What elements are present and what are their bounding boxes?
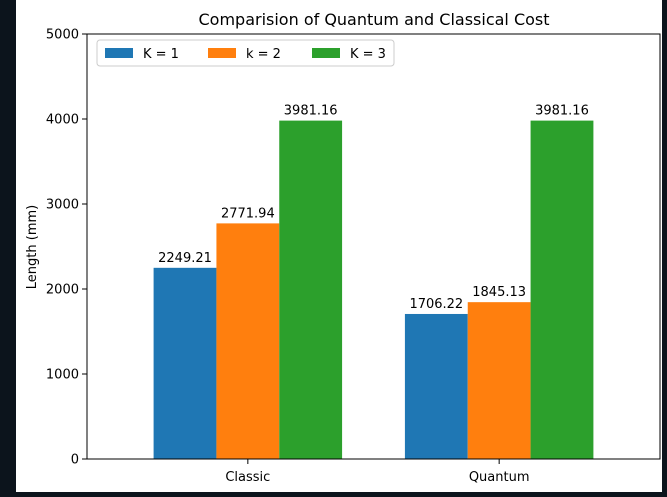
bar-k=1-classic <box>153 267 217 459</box>
y-tick-label: 3000 <box>46 198 79 213</box>
data-label: 2771.94 <box>221 206 275 221</box>
y-axis-label: Length (mm) <box>25 205 40 289</box>
legend: K = 1 k = 2 K = 3 <box>96 39 395 67</box>
legend-label: k = 2 <box>246 47 281 62</box>
legend-label: K = 3 <box>350 47 386 62</box>
x-tick-label: Classic <box>225 470 270 485</box>
data-label: 3981.16 <box>535 104 589 119</box>
chart-title: Comparision of Quantum and Classical Cos… <box>198 10 549 29</box>
y-axis: 0 1000 2000 3000 4000 5000 <box>46 28 87 468</box>
bar-k=1-quantum <box>404 313 468 459</box>
y-tick-label: 4000 <box>46 113 79 128</box>
legend-swatch <box>312 48 340 58</box>
y-tick-label: 5000 <box>46 28 79 43</box>
legend-box <box>96 39 395 67</box>
y-tick-label: 2000 <box>46 283 79 298</box>
bar-k=2-classic <box>216 223 280 459</box>
data-label: 1845.13 <box>472 285 526 300</box>
figure: Comparision of Quantum and Classical Cos… <box>16 0 662 492</box>
plot-frame <box>86 33 661 460</box>
data-label: 3981.16 <box>284 104 338 119</box>
bar-k=3-quantum <box>530 120 594 459</box>
bar-chart: Comparision of Quantum and Classical Cos… <box>25 10 661 485</box>
bars-group <box>153 120 594 459</box>
legend-label: K = 1 <box>143 47 179 62</box>
bar-k=2-quantum <box>467 302 531 459</box>
data-labels-group: 2249.21 1706.22 2771.94 1845.13 3981.16 3981.… <box>158 104 589 312</box>
x-tick-label: Quantum <box>469 470 530 485</box>
legend-swatch <box>105 48 133 58</box>
data-label: 1706.22 <box>409 297 463 312</box>
y-tick-label: 0 <box>71 453 79 468</box>
bar-k=3-classic <box>279 120 343 459</box>
x-axis: Classic Quantum <box>225 459 530 485</box>
data-label: 2249.21 <box>158 251 212 266</box>
y-tick-label: 1000 <box>46 368 79 383</box>
legend-swatch <box>208 48 236 58</box>
